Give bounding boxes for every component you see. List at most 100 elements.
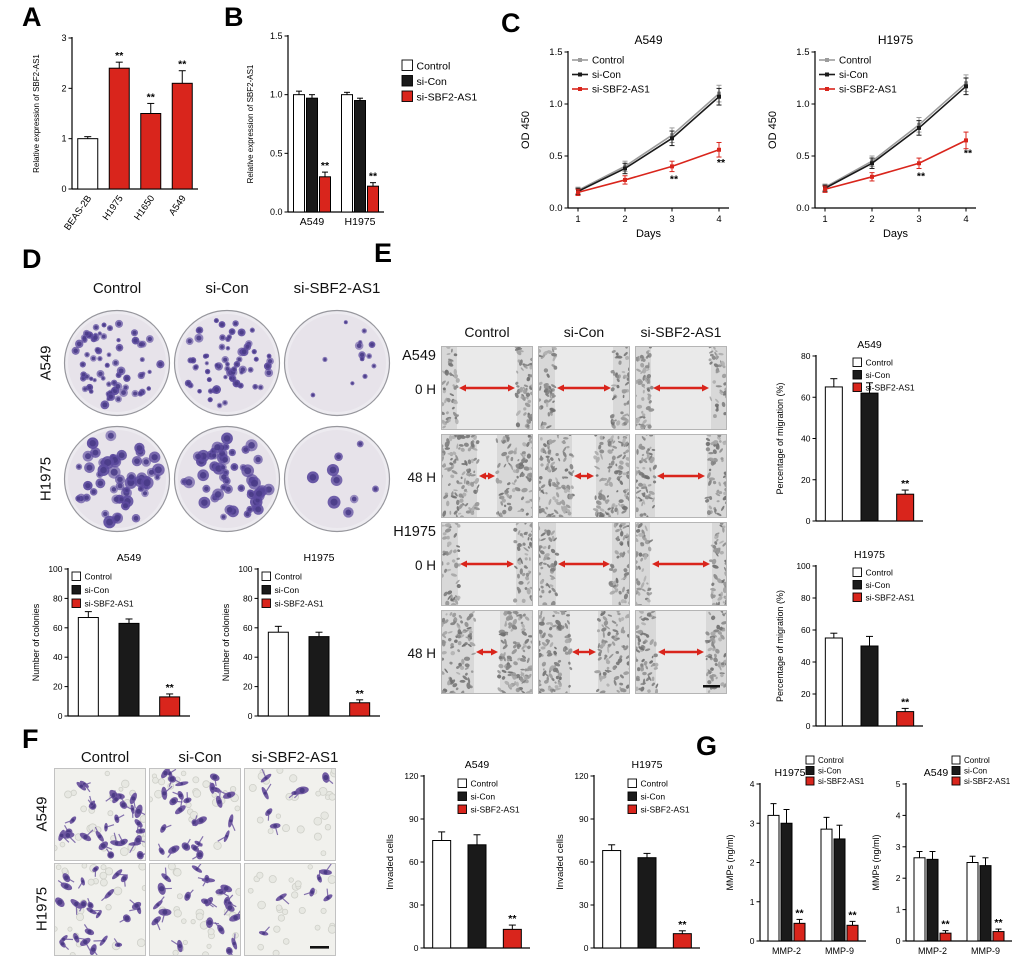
svg-text:3: 3 bbox=[750, 818, 755, 828]
svg-text:**: ** bbox=[901, 478, 910, 490]
svg-text:Number of colonies: Number of colonies bbox=[221, 603, 231, 681]
panel-c-label: C bbox=[501, 8, 521, 38]
svg-text:MMPs (ng/ml): MMPs (ng/ml) bbox=[725, 834, 735, 890]
wound-image-a549-48h-control bbox=[439, 432, 535, 520]
colony-dish-svg bbox=[173, 309, 281, 417]
svg-text:si-SBF2-AS1: si-SBF2-AS1 bbox=[592, 85, 650, 96]
svg-text:**: ** bbox=[901, 696, 910, 708]
svg-text:1: 1 bbox=[61, 134, 66, 144]
svg-text:20: 20 bbox=[801, 475, 811, 485]
wound-healing-svg bbox=[632, 432, 729, 519]
wound-healing-svg bbox=[535, 432, 632, 520]
D-colonies-H1975-svg: 0 20 40 60 80 100 Number of colonies H1975 ** Con… bbox=[221, 552, 380, 721]
f-row-label-a549: A549 bbox=[33, 796, 51, 832]
wound-image-a549-48h-sisbf2as1 bbox=[632, 432, 729, 519]
colony-dish-a549-control bbox=[63, 309, 171, 417]
svg-text:0.5: 0.5 bbox=[549, 151, 562, 162]
wound-image-a549-0h-control bbox=[440, 344, 536, 430]
svg-text:BEAS-2B: BEAS-2B bbox=[62, 193, 94, 232]
svg-text:A549: A549 bbox=[300, 216, 325, 228]
svg-text:Invaded cells: Invaded cells bbox=[385, 834, 396, 890]
svg-text:3: 3 bbox=[916, 214, 921, 225]
svg-text:1: 1 bbox=[575, 214, 580, 225]
svg-text:1.0: 1.0 bbox=[549, 99, 562, 110]
panel-a-label: A bbox=[22, 2, 42, 32]
svg-text:0.5: 0.5 bbox=[796, 151, 809, 162]
svg-text:A549: A549 bbox=[857, 339, 882, 351]
svg-text:60: 60 bbox=[801, 392, 811, 402]
svg-text:2: 2 bbox=[61, 83, 66, 93]
f-col-header-sicon: si-Con bbox=[178, 749, 222, 766]
invasion-assay-svg bbox=[244, 766, 339, 861]
svg-text:si-SBF2-AS1: si-SBF2-AS1 bbox=[866, 593, 915, 603]
svg-text:0: 0 bbox=[806, 516, 811, 526]
svg-text:1.5: 1.5 bbox=[549, 47, 562, 58]
svg-text:3: 3 bbox=[669, 214, 674, 225]
svg-text:Control: Control bbox=[417, 61, 451, 73]
svg-text:Control: Control bbox=[866, 568, 894, 578]
svg-text:A549: A549 bbox=[465, 759, 490, 771]
svg-text:**: ** bbox=[508, 913, 517, 925]
svg-text:**: ** bbox=[670, 173, 679, 185]
svg-text:1.5: 1.5 bbox=[796, 47, 809, 58]
svg-text:Days: Days bbox=[636, 228, 662, 240]
svg-text:3: 3 bbox=[61, 33, 66, 43]
svg-text:3: 3 bbox=[896, 842, 901, 852]
svg-text:0: 0 bbox=[584, 943, 589, 953]
svg-text:H1975: H1975 bbox=[775, 767, 806, 779]
colony-dish-svg bbox=[63, 309, 171, 417]
svg-text:80: 80 bbox=[801, 351, 811, 361]
svg-text:80: 80 bbox=[53, 593, 63, 603]
svg-text:si-Con: si-Con bbox=[818, 767, 841, 776]
svg-text:30: 30 bbox=[579, 900, 589, 910]
svg-text:0: 0 bbox=[414, 943, 419, 953]
svg-text:1.5: 1.5 bbox=[270, 31, 283, 41]
svg-text:80: 80 bbox=[801, 593, 811, 603]
svg-text:4: 4 bbox=[963, 214, 968, 225]
svg-text:**: ** bbox=[356, 688, 365, 700]
svg-text:H1975: H1975 bbox=[345, 216, 376, 228]
e-row-label-h1975-48h: 48 H bbox=[407, 646, 436, 661]
colony-dish-svg bbox=[283, 309, 391, 417]
wound-image-h1975-48h-sicon bbox=[535, 608, 631, 696]
svg-text:4: 4 bbox=[750, 779, 755, 789]
wound-healing-svg bbox=[632, 520, 729, 609]
svg-text:100: 100 bbox=[48, 564, 62, 574]
wound-image-h1975-48h-control bbox=[439, 608, 534, 697]
svg-text:2: 2 bbox=[750, 858, 755, 868]
svg-text:si-Con: si-Con bbox=[275, 585, 300, 595]
svg-text:**: ** bbox=[917, 170, 926, 182]
wound-image-a549-48h-sicon bbox=[535, 432, 632, 520]
svg-text:si-SBF2-AS1: si-SBF2-AS1 bbox=[818, 777, 865, 786]
svg-text:H1975: H1975 bbox=[878, 33, 914, 47]
wound-healing-svg bbox=[439, 519, 536, 608]
svg-text:si-SBF2-AS1: si-SBF2-AS1 bbox=[85, 599, 134, 609]
f-col-header-sisbf2as1: si-SBF2-AS1 bbox=[251, 749, 339, 766]
svg-text:si-SBF2-AS1: si-SBF2-AS1 bbox=[964, 777, 1011, 786]
svg-text:**: ** bbox=[147, 91, 156, 103]
chart-sbf2as1-expression: 0 1 2 3 Relative expression of SBF2-AS1 BEAS-… bbox=[28, 22, 208, 252]
d-row-label-h1975: H1975 bbox=[37, 456, 55, 502]
svg-text:0.0: 0.0 bbox=[270, 207, 283, 217]
G-mmp-A549-svg: 0 1 2 3 4 5 MMPs (ng/ml) A549 MMP-2 ** MMP-9 ** Cont… bbox=[871, 755, 1012, 956]
d-col-header-sisbf2as1: si-SBF2-AS1 bbox=[293, 280, 381, 297]
d-row-label-a549: A549 bbox=[37, 345, 55, 381]
svg-text:MMPs (ng/ml): MMPs (ng/ml) bbox=[871, 834, 881, 890]
e-row-label-h1975-0h: 0 H bbox=[414, 558, 436, 573]
wound-image-h1975-0h-sicon bbox=[536, 521, 634, 607]
svg-text:1: 1 bbox=[822, 214, 827, 225]
e-col-header-sisbf2as1: si-SBF2-AS1 bbox=[640, 324, 722, 340]
svg-text:**: ** bbox=[941, 919, 950, 931]
wound-image-h1975-0h-sisbf2as1 bbox=[632, 520, 729, 609]
D-colonies-A549-svg: 0 20 40 60 80 100 Number of colonies A549 ** Cont… bbox=[31, 552, 190, 721]
svg-text:20: 20 bbox=[801, 689, 811, 699]
chart-invasion-h1975: 0 30 60 90 120 Invaded cells H1975 ** Control si-… bbox=[552, 758, 712, 963]
svg-text:100: 100 bbox=[796, 561, 810, 571]
svg-text:Relative expression of SBF2-AS: Relative expression of SBF2-AS1 bbox=[246, 64, 255, 183]
svg-text:**: ** bbox=[166, 682, 175, 694]
C-cck8-A549-svg: 0.0 0.5 1.0 1.5 OD 450 A549 1 2 3 4 Days ** ** Contro… bbox=[520, 33, 729, 240]
invasion-assay-svg bbox=[146, 763, 241, 861]
svg-text:1.0: 1.0 bbox=[796, 99, 809, 110]
svg-text:Control: Control bbox=[275, 572, 303, 582]
